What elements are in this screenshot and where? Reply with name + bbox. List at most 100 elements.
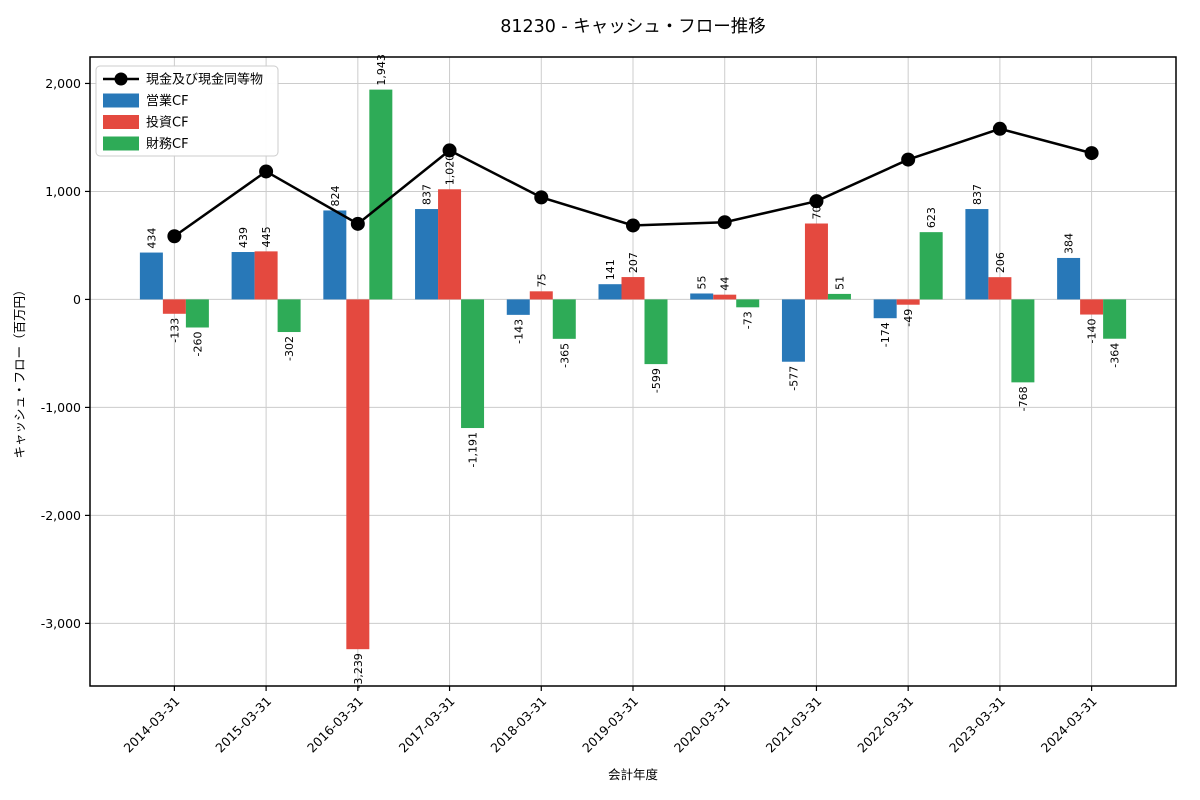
legend-swatch	[103, 93, 139, 108]
line-marker	[534, 190, 549, 205]
bar-value-label: 44	[719, 277, 732, 291]
bar-value-label: -365	[558, 343, 571, 368]
bar-営業CF	[781, 299, 805, 362]
bar-value-label: -260	[191, 331, 204, 356]
bar-value-label: 1,020	[444, 154, 457, 186]
y-tick-label: -2,000	[41, 508, 81, 523]
bar-営業CF	[139, 252, 163, 300]
bar-投資CF	[988, 277, 1012, 300]
bar-財務CF	[369, 89, 393, 300]
bar-財務CF	[919, 232, 943, 300]
x-tick-label: 2021-03-31	[763, 694, 825, 756]
y-tick-label: 0	[73, 292, 81, 307]
x-tick-label: 2019-03-31	[579, 694, 641, 756]
bar-value-label: -364	[1109, 343, 1122, 368]
bar-value-label: 75	[535, 273, 548, 287]
bar-value-label: 141	[604, 259, 617, 280]
bar-財務CF	[827, 293, 851, 300]
line-marker	[992, 121, 1007, 136]
bar-value-label: 445	[260, 226, 273, 247]
x-tick-label: 2014-03-31	[121, 694, 183, 756]
bar-財務CF	[736, 299, 760, 308]
x-tick-label: 2015-03-31	[212, 694, 274, 756]
x-tick-label: 2022-03-31	[854, 694, 916, 756]
bar-営業CF	[1057, 257, 1081, 300]
bar-value-label: -3,239	[352, 653, 365, 688]
bar-series-group	[139, 89, 1127, 650]
bar-営業CF	[506, 299, 530, 315]
x-tick-label: 2020-03-31	[671, 694, 733, 756]
x-tick-label: 2016-03-31	[304, 694, 366, 756]
bar-投資CF	[896, 299, 920, 305]
bar-value-label: -302	[283, 336, 296, 361]
x-tick-label: 2017-03-31	[396, 694, 458, 756]
bar-投資CF	[254, 251, 278, 300]
bar-value-label: 439	[237, 227, 250, 248]
bar-投資CF	[1080, 299, 1104, 315]
legend-entry-label: 営業CF	[146, 93, 189, 109]
bar-value-label: 434	[145, 228, 158, 249]
bar-投資CF	[346, 299, 370, 650]
bar-value-label: 206	[994, 252, 1007, 273]
x-tick-label: 2018-03-31	[487, 694, 549, 756]
line-marker	[901, 152, 916, 167]
bar-value-label: -143	[512, 319, 525, 344]
y-tick-label: 2,000	[45, 76, 81, 91]
bar-営業CF	[965, 209, 989, 300]
bar-営業CF	[598, 284, 622, 300]
bar-投資CF	[162, 299, 186, 314]
line-series-group	[167, 121, 1099, 244]
bar-営業CF	[231, 252, 255, 300]
line-marker	[809, 194, 824, 209]
bar-value-label: -174	[879, 322, 892, 347]
line-marker	[167, 229, 182, 244]
bar-value-label: -577	[787, 366, 800, 391]
bar-財務CF	[552, 299, 576, 339]
bar-value-label: 384	[1063, 233, 1076, 254]
bar-投資CF	[621, 277, 645, 300]
bar-value-label: 1,943	[375, 54, 388, 86]
bar-value-label: -133	[168, 318, 181, 343]
bar-営業CF	[323, 210, 347, 300]
legend-entry-label: 現金及び現金同等物	[146, 72, 263, 88]
bar-value-label: 51	[833, 276, 846, 290]
line-marker	[259, 164, 274, 179]
bar-財務CF	[461, 299, 485, 429]
bar-value-label: -768	[1017, 386, 1030, 411]
line-marker	[442, 143, 457, 158]
bar-財務CF	[277, 299, 301, 333]
legend-entry-label: 財務CF	[146, 137, 189, 152]
bar-財務CF	[644, 299, 668, 365]
legend-swatch	[103, 115, 139, 129]
y-axis-title: キャッシュ・フロー（百万円）	[12, 283, 27, 458]
bar-value-label: 55	[696, 275, 709, 289]
line-marker	[717, 215, 732, 230]
bar-value-label: -599	[650, 368, 663, 393]
line-marker	[626, 218, 640, 233]
line-marker	[1084, 146, 1099, 161]
line-marker	[350, 216, 365, 231]
bar-投資CF	[804, 223, 828, 300]
chart-title: 81230 - キャッシュ・フロー推移	[500, 17, 766, 37]
bar-営業CF	[690, 293, 714, 300]
bar-value-label: 824	[329, 185, 342, 206]
bar-value-label: -1,191	[467, 432, 480, 467]
bar-営業CF	[873, 299, 897, 319]
y-tick-label: -1,000	[41, 400, 81, 415]
bar-営業CF	[415, 209, 439, 300]
bar-財務CF	[1103, 299, 1127, 339]
x-tick-label: 2024-03-31	[1038, 694, 1100, 756]
grid-lines	[90, 57, 1176, 686]
bar-value-label: 207	[627, 252, 640, 273]
bar-value-label: -73	[742, 311, 755, 329]
bar-value-label: 837	[971, 184, 984, 205]
bar-value-label: -49	[902, 309, 915, 327]
legend-entry-label: 投資CF	[146, 115, 189, 131]
tick-labels: 2,000 1,000 0 -1,000 -2,000 -3,000 2014-03-31 2…	[41, 76, 1100, 756]
bar-財務CF	[1011, 299, 1035, 383]
x-axis-title: 会計年度	[608, 767, 659, 782]
bar-投資CF	[529, 291, 553, 300]
legend-swatch	[103, 136, 139, 151]
